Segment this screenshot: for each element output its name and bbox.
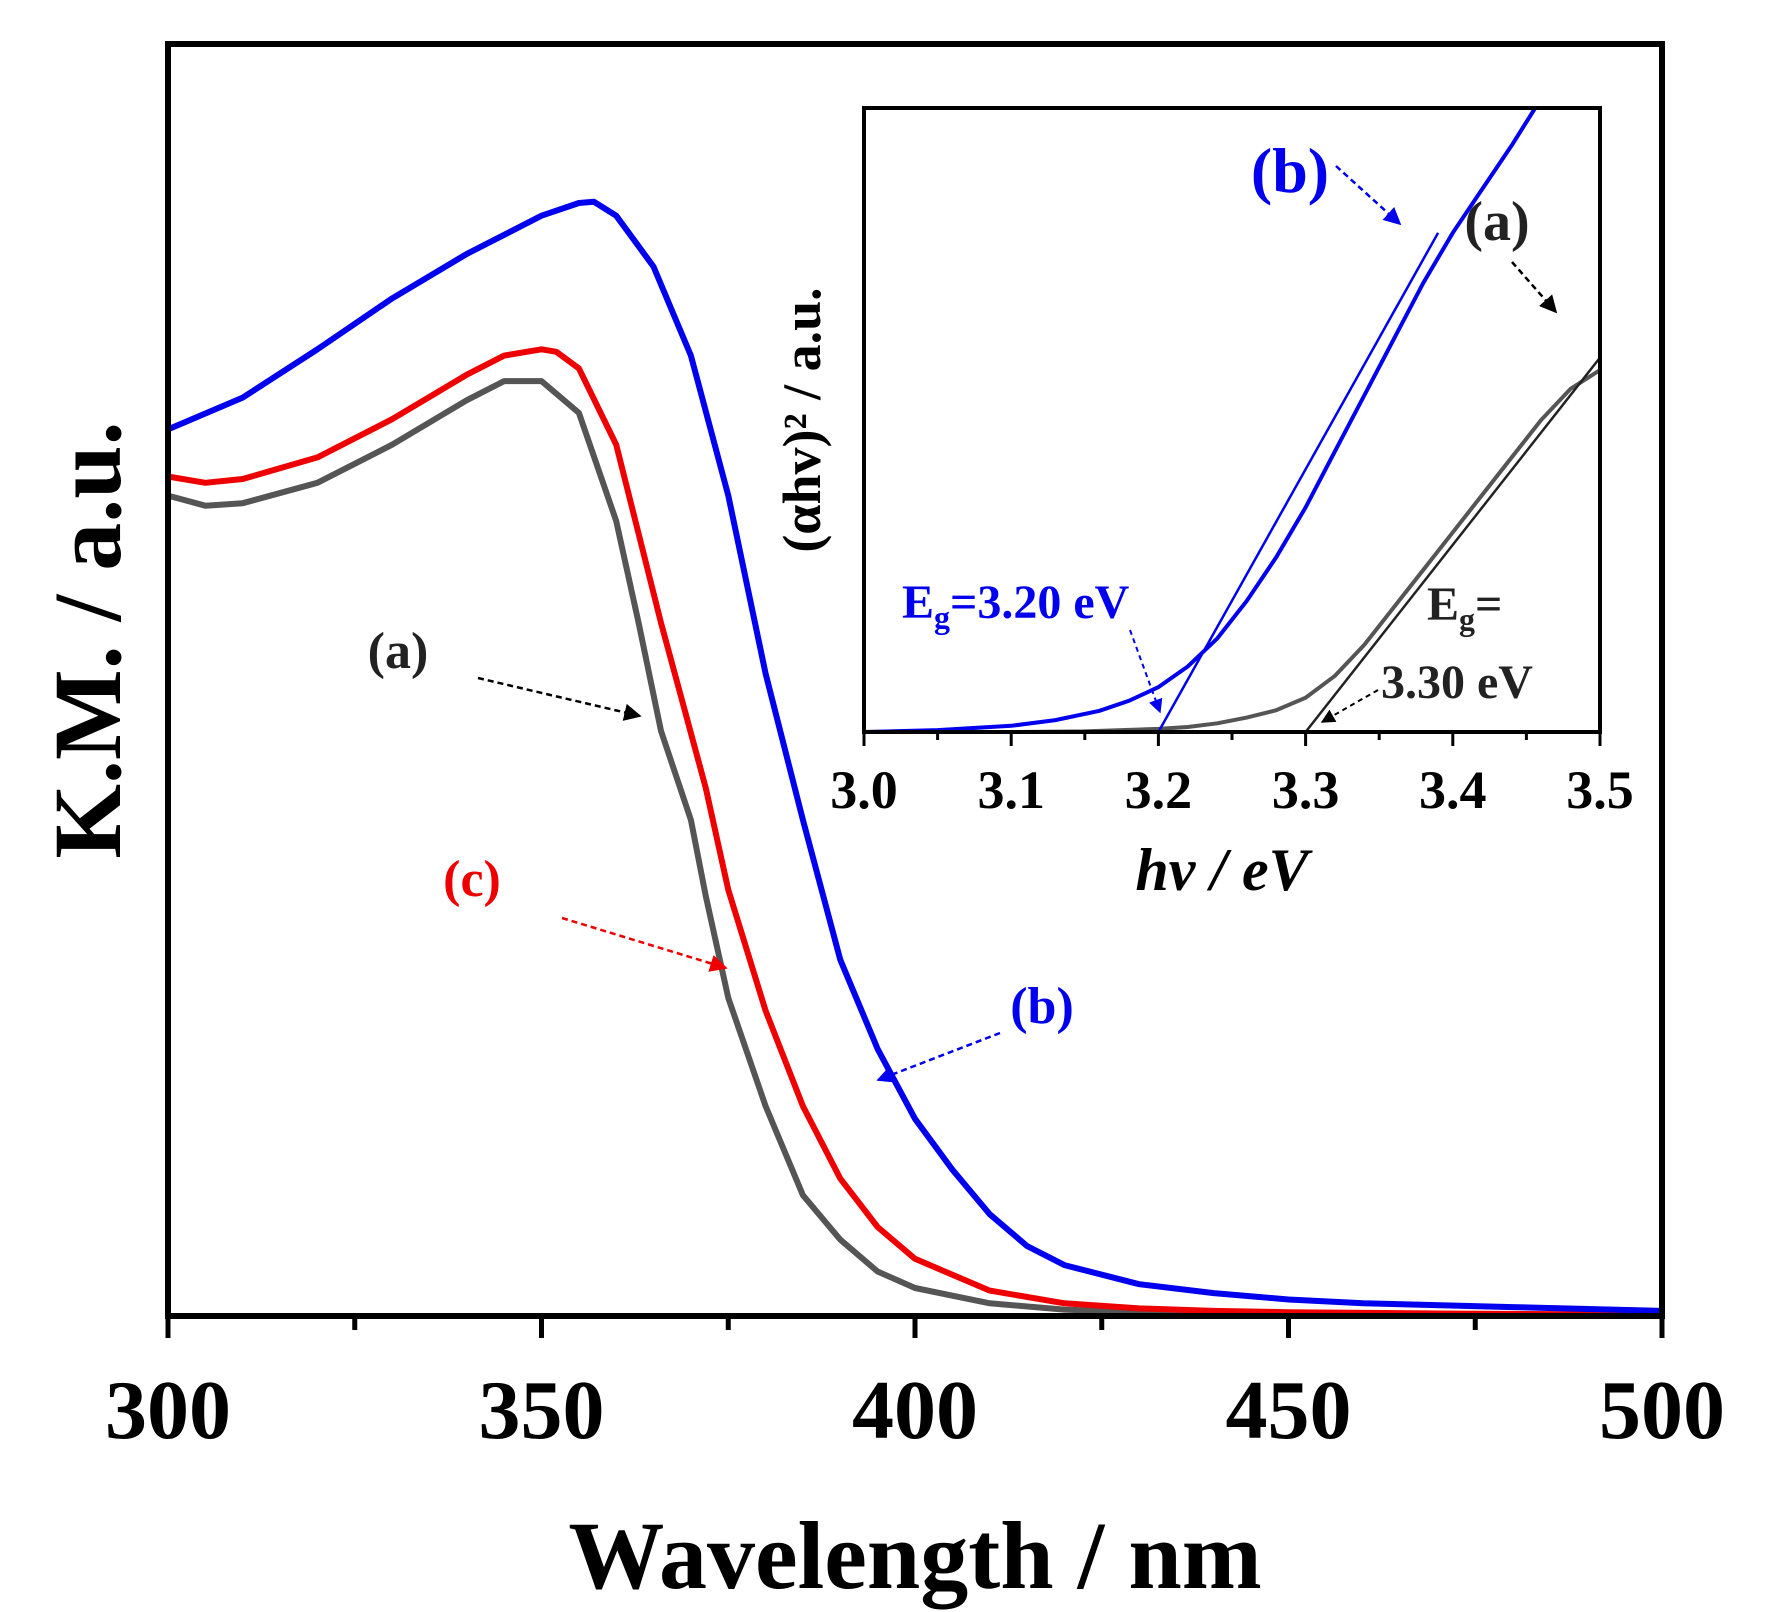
eg-a-equals: = [1475,578,1502,631]
eg-b-subscript: g [934,599,950,635]
main-series-b-line [166,198,1663,1314]
main-x-tick-label: 450 [1226,1364,1352,1457]
inset-fit-b-line [1157,232,1440,733]
eg-a-subscript: g [1459,601,1475,637]
eg-b-arrow [1129,629,1163,714]
main-arrow-c [561,916,728,972]
main-x-tick-label: 350 [479,1364,605,1457]
main-y-axis-title: K.M. / a.u. [34,421,141,858]
main-series-a-line [167,378,1663,1319]
main-series-c-line [167,346,1663,1318]
main-plot: 300 350 400 450 500 Wavelength / nm K.M.… [34,41,1725,1609]
eg-b-label: Eg=3.20 eV [902,576,1130,635]
inset-label-a: (a) [1464,191,1529,253]
main-arrow-b [876,1031,1001,1083]
inset-x-tick-label: 3.3 [1272,760,1340,820]
inset-arrow-a [1511,261,1558,314]
inset-y-axis-title: (αhv)² / a.u. [772,287,832,552]
inset-x-tick-label: 3.0 [830,760,898,820]
eg-a-arrow [1320,689,1379,723]
main-arrow-a [477,676,642,721]
inset-x-tick-label: 3.1 [977,760,1045,820]
main-label-c: (c) [443,851,501,908]
inset-fit-a-line [1304,356,1601,733]
eg-a-label: Eg= [1427,578,1502,637]
eg-a-value: 3.30 eV [1381,656,1533,709]
main-x-tick-label: 300 [105,1364,231,1457]
inset-x-ticks [862,732,1602,746]
main-x-ticks [165,1316,1665,1338]
main-label-b: (b) [1010,978,1074,1035]
eg-b-value: =3.20 eV [950,576,1130,629]
inset-x-tick-label: 3.4 [1419,760,1487,820]
inset-x-axis-title: hv / eV [1135,837,1313,903]
main-x-tick-label: 400 [852,1364,978,1457]
inset-arrow-b [1335,165,1402,226]
main-x-tick-label: 500 [1599,1364,1725,1457]
main-x-axis-title: Wavelength / nm [568,1502,1261,1609]
inset-x-tick-label: 3.2 [1125,760,1193,820]
inset-label-b: (b) [1251,135,1329,206]
inset-series-b-line [863,106,1537,734]
eg-a-prefix: E [1427,578,1459,631]
inset-background [864,108,1600,732]
inset-x-tick-label: 3.5 [1566,760,1634,820]
inset-plot: 3.0 3.1 3.2 3.3 3.4 3.5 hv / eV (αhv)² /… [772,106,1634,903]
eg-b-prefix: E [902,576,934,629]
main-label-a: (a) [368,623,429,680]
